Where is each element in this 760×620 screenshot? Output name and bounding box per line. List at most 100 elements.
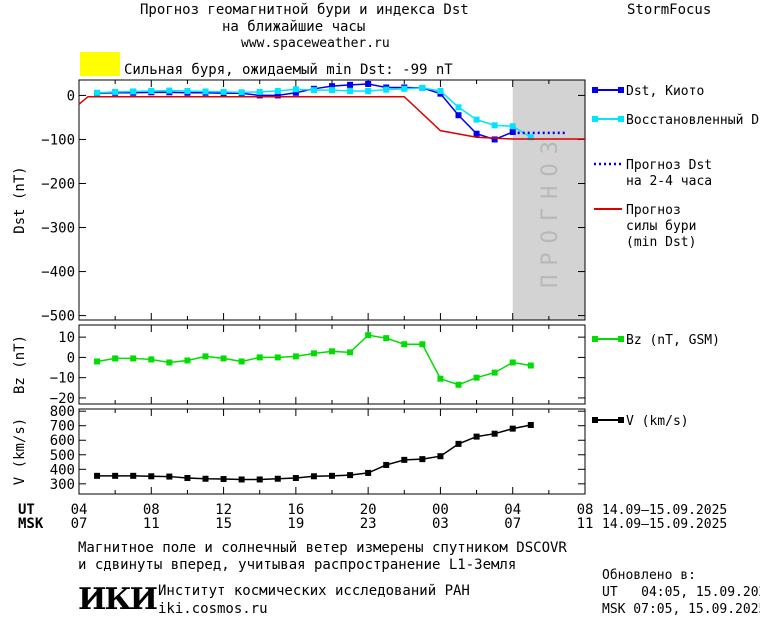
dst-ytick-label: −100: [41, 132, 75, 148]
bz-point: [455, 381, 462, 388]
v-ytick-label: 300: [50, 477, 75, 493]
updated-ut: UT 04:05, 15.09.2025: [602, 585, 760, 600]
legend-marker: [618, 417, 624, 423]
chart-subtitle: на ближайшие часы: [222, 19, 366, 35]
bz-point: [310, 350, 317, 357]
ut-tick-label: 12: [215, 502, 232, 518]
bz-point: [256, 354, 263, 361]
legend-marker: [592, 116, 598, 122]
v-ytick-label: 400: [50, 462, 75, 478]
ut-tick-label: 08: [143, 502, 160, 518]
v-point: [419, 456, 426, 463]
dst-point: [419, 84, 426, 91]
bz-ylabel: Bz (nT): [12, 335, 28, 394]
v-point: [130, 472, 137, 479]
dst-point: [130, 88, 137, 95]
dst-point: [166, 87, 173, 94]
bz-point: [383, 335, 390, 342]
updated-msk: MSK 07:05, 15.09.2025: [602, 602, 760, 617]
storm-alert-text: Сильная буря, ожидаемый min Dst: -99 nT: [124, 62, 453, 78]
bz-point: [220, 355, 227, 362]
legend-label: Bz (nT, GSM): [626, 333, 720, 348]
v-point: [202, 475, 209, 482]
dst-panel: 0 −100 −200 −300 −400 −500 Dst (nT): [12, 79, 586, 325]
dst-point: [256, 88, 263, 95]
bz-ytick-label: −20: [50, 391, 75, 407]
msk-tick-label: 07: [71, 516, 88, 532]
bz-point: [166, 359, 173, 366]
legend-marker: [618, 336, 624, 342]
v-point: [238, 476, 245, 483]
dst-point: [256, 92, 263, 99]
dst-point: [473, 130, 480, 137]
msk-tick-label: 11: [143, 516, 160, 532]
legend-marker: [592, 87, 598, 93]
v-point: [437, 453, 444, 460]
ut-tick-label: 08: [577, 502, 594, 518]
ut-axis-label: UT: [18, 502, 35, 518]
dst-frame: [78, 79, 586, 321]
msk-date-range: 14.09–15.09.2025: [602, 517, 728, 532]
dst-ytick-label: −400: [41, 265, 75, 281]
v-ytick-label: 700: [50, 419, 75, 435]
v-point: [347, 472, 354, 479]
dst-ytick-label: −500: [41, 309, 75, 325]
dst-point: [491, 122, 498, 129]
bz-point: [94, 358, 101, 365]
alert-color-swatch: [80, 52, 120, 76]
dst-point: [527, 134, 534, 141]
v-ytick-label: 800: [50, 404, 75, 420]
v-point: [112, 472, 119, 479]
v-point: [220, 476, 227, 483]
dst-point: [274, 88, 281, 95]
bz-point: [491, 369, 498, 376]
chart-title: Прогноз геомагнитной бури и индекса Dst: [140, 2, 469, 18]
forecast-band-label: ПРОГНОЗ: [538, 132, 563, 288]
dst-point: [383, 86, 390, 93]
ut-date-range: 14.09–15.09.2025: [602, 503, 728, 518]
bz-point: [274, 354, 281, 361]
msk-tick-label: 23: [360, 516, 377, 532]
v-series-0: [97, 424, 531, 481]
v-point: [455, 440, 462, 447]
dst-ytick-label: 0: [67, 88, 75, 104]
v-point: [509, 425, 516, 432]
dst-ylabel: Dst (nT): [12, 166, 28, 233]
dst-point: [491, 136, 498, 143]
source-url[interactable]: www.spaceweather.ru: [241, 36, 390, 51]
ut-tick-label: 16: [287, 502, 304, 518]
v-point: [310, 473, 317, 480]
bz-series-0: [96, 334, 531, 386]
dst-point: [365, 80, 372, 87]
v-point: [94, 472, 101, 479]
dst-point: [202, 88, 209, 95]
institute-name: Институт космических исследований РАН: [158, 583, 470, 599]
bz-point: [365, 332, 372, 339]
dst-ytick-label: −300: [41, 221, 75, 237]
legend-marker: [592, 336, 598, 342]
v-point: [383, 461, 390, 468]
bz-point: [473, 374, 480, 381]
dst-point: [292, 89, 299, 96]
legend-label: Прогноз Dst на 2-4 часа: [626, 158, 712, 189]
dst-point: [437, 88, 444, 95]
dst-series-0: [97, 83, 514, 141]
v-ylabel: V (km/s): [12, 418, 28, 485]
bz-point: [419, 341, 426, 348]
msk-tick-label: 19: [287, 516, 304, 532]
footer-note-line2: и сдвинуты вперед, учитывая распростране…: [78, 557, 517, 573]
msk-tick-label: 15: [215, 516, 232, 532]
v-point: [166, 473, 173, 480]
v-point: [292, 475, 299, 482]
v-point: [527, 421, 534, 428]
dst-point: [274, 92, 281, 99]
institute-url[interactable]: iki.cosmos.ru: [158, 601, 268, 617]
legend-label: V (km/s): [626, 414, 689, 429]
updated-label: Обновлено в:: [602, 568, 696, 583]
bz-point: [437, 375, 444, 382]
bz-point: [112, 355, 119, 362]
bz-point: [184, 357, 191, 364]
bz-panel: 10 0 −10 −20 Bz (nT): [12, 324, 586, 407]
